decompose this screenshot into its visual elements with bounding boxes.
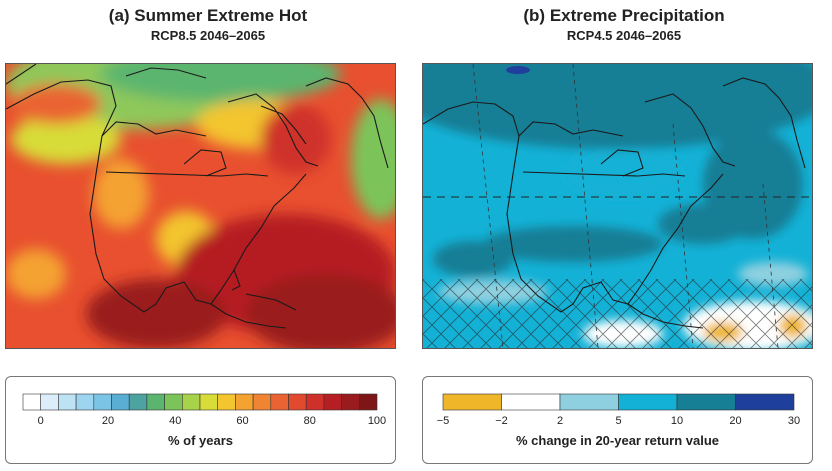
colorbar-swatch: [146, 393, 165, 411]
colorbar-a: 0 20 40 60 80 100: [22, 393, 386, 427]
colorbar-swatch: [358, 393, 378, 411]
colorbar-swatch: [288, 393, 307, 411]
colorbar-tick-label: 40: [169, 415, 181, 427]
map-summer-extreme-hot: [5, 63, 396, 349]
colorbar-tick-label: 100: [368, 415, 386, 427]
legend-b: −5 −2 2 5 10 20 30 % change in 20-year return …: [422, 376, 813, 464]
map-extreme-precipitation: [422, 63, 813, 349]
colorbar-swatch: [501, 393, 561, 411]
colorbar-swatch: [676, 393, 736, 411]
panel-b-title: (b) Extreme Precipitation: [523, 6, 725, 25]
panel-a-subtitle: RCP8.5 2046–2065: [150, 28, 266, 43]
colorbar-swatch: [217, 393, 236, 411]
colorbar-tick-label: −5: [437, 415, 450, 427]
colorbar-swatch: [182, 393, 201, 411]
colorbar-swatch: [270, 393, 289, 411]
colorbar-swatch: [323, 393, 342, 411]
colorbar-tick-label: 60: [236, 415, 248, 427]
legend-a-label: % of years: [167, 433, 234, 448]
panel-b-subtitle: RCP4.5 2046–2065: [566, 28, 682, 43]
colorbar-swatch: [442, 393, 502, 411]
colorbar-swatch: [164, 393, 183, 411]
colorbar-swatch: [618, 393, 678, 411]
colorbar-tick-label: 30: [788, 415, 800, 427]
colorbar-swatch: [252, 393, 272, 411]
legend-a: 0 20 40 60 80 100 % of years: [5, 376, 396, 464]
colorbar-tick-label: 80: [304, 415, 316, 427]
colorbar-swatch: [235, 393, 254, 411]
colorbar-swatch: [40, 393, 59, 411]
colorbar-tick-label: 20: [729, 415, 741, 427]
legend-b-label: % change in 20-year return value: [515, 433, 720, 448]
colorbar-swatch: [199, 393, 219, 411]
colorbar-swatch: [22, 393, 42, 411]
colorbar-swatch: [93, 393, 112, 411]
colorbar-swatch: [735, 393, 795, 411]
colorbar-tick-label: −2: [495, 415, 508, 427]
colorbar-tick-label: 10: [671, 415, 683, 427]
colorbar-swatch: [341, 393, 360, 411]
panel-a-title: (a) Summer Extreme Hot: [108, 6, 308, 25]
colorbar-swatch: [58, 393, 77, 411]
colorbar-swatch: [559, 393, 619, 411]
colorbar-swatch: [111, 393, 130, 411]
colorbar-tick-label: 5: [615, 415, 621, 427]
colorbar-swatch: [75, 393, 95, 411]
colorbar-tick-label: 0: [38, 415, 44, 427]
colorbar-swatch: [305, 393, 325, 411]
colorbar-tick-label: 2: [557, 415, 563, 427]
colorbar-tick-label: 20: [102, 415, 114, 427]
colorbar-swatch: [128, 393, 148, 411]
colorbar-b: −5 −2 2 5 10 20 30: [437, 393, 800, 427]
